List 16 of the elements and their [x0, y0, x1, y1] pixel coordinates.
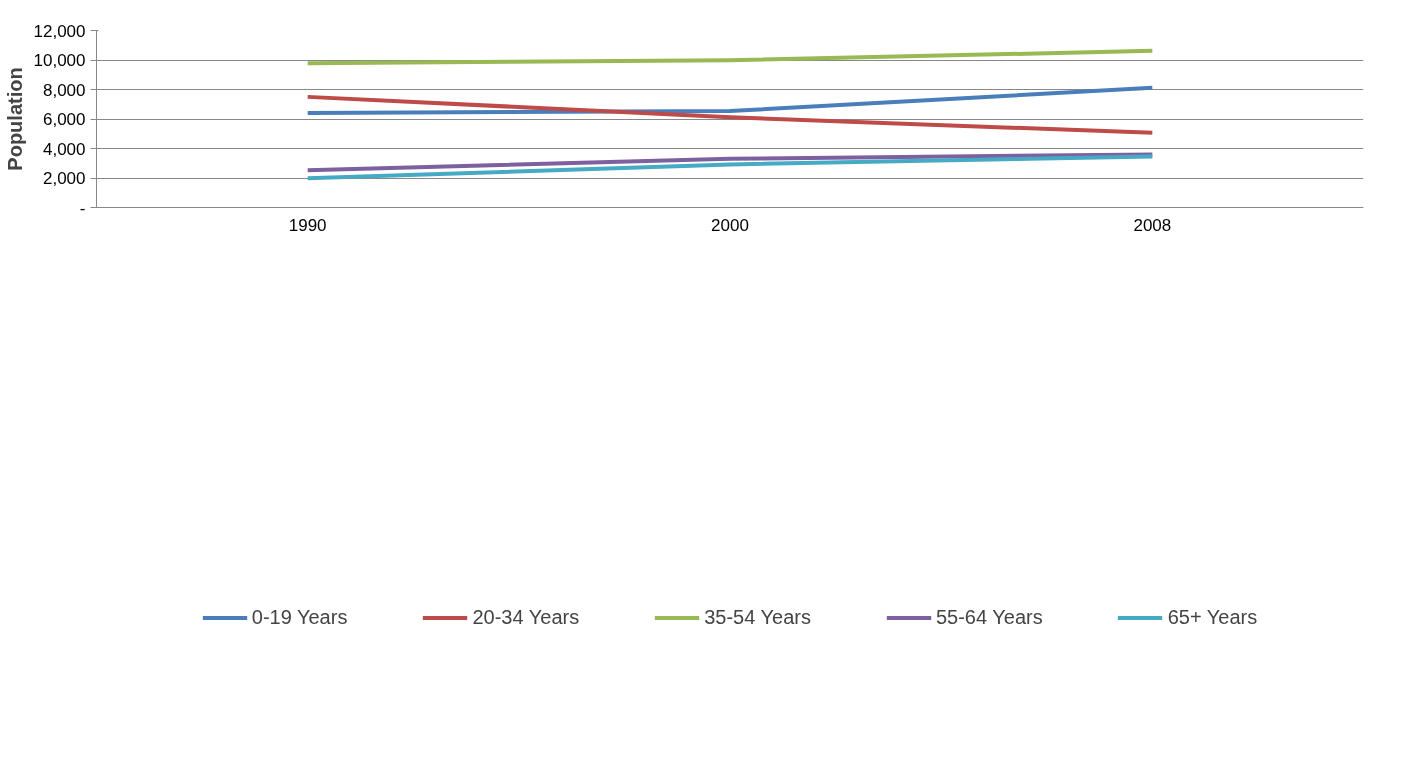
y-tick-label: 10,000	[33, 51, 86, 70]
y-axis-title: Population	[3, 67, 26, 171]
legend-label: 65+ Years	[1167, 605, 1258, 629]
y-tick-label: 6,000	[42, 110, 86, 129]
y-tick-label: 8,000	[42, 80, 86, 100]
y-tick-label: -	[79, 198, 86, 218]
x-tick-label: 2000	[711, 215, 749, 235]
legend-label: 0-19 Years	[251, 605, 348, 629]
x-tick-label: 2008	[1133, 215, 1172, 235]
y-tick-label: 4,000	[42, 139, 86, 159]
legend-label: 35-54 Years	[704, 605, 811, 629]
y-tick-label: 12,000	[33, 21, 86, 41]
legend-label: 20-34 Years	[472, 605, 580, 629]
y-tick-label: 2,000	[42, 169, 86, 188]
legend-label: 55-64 Years	[935, 605, 1043, 629]
x-tick-label: 1990	[288, 215, 327, 235]
